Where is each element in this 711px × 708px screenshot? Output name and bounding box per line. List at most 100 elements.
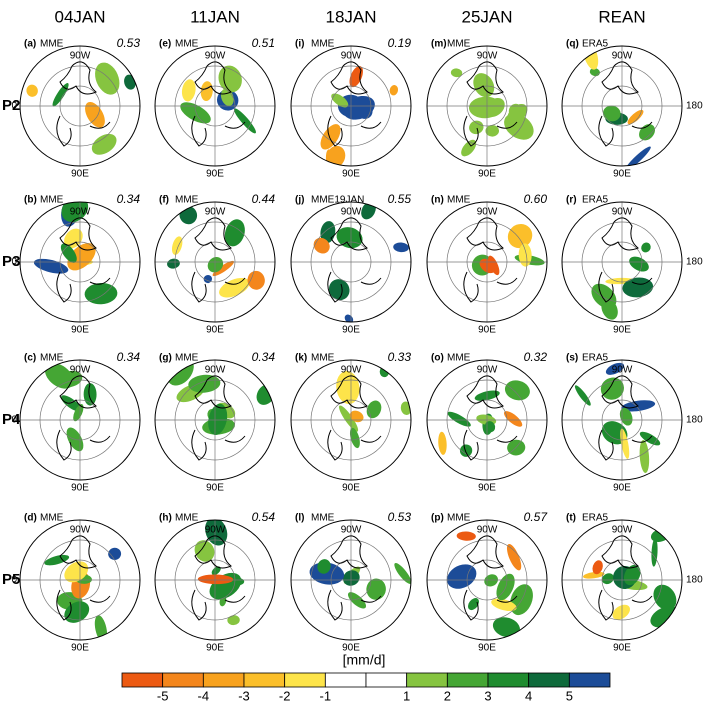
column-header: 25JAN	[461, 7, 512, 26]
shading	[211, 566, 221, 576]
panel-label: (i)	[295, 39, 304, 50]
coastline	[327, 375, 382, 461]
map-border	[561, 45, 683, 167]
shading	[600, 377, 624, 400]
shading	[167, 258, 180, 269]
shading	[256, 383, 275, 405]
shading	[188, 374, 221, 393]
shading	[205, 520, 228, 546]
map-label-top: 90W	[612, 525, 633, 536]
shading	[503, 411, 523, 427]
map-label-bottom: 90E	[478, 169, 496, 180]
map-panel: (e) MME 0.51 90W 90E	[154, 36, 276, 180]
shading	[181, 79, 196, 102]
panel-label: (c)	[24, 353, 36, 364]
map-border	[19, 359, 141, 481]
shading	[64, 228, 83, 249]
map-panel: (a) MME 0.53 90W 90E 0	[11, 36, 141, 180]
shading	[124, 74, 136, 90]
coastline	[463, 535, 518, 621]
panel-source: MME	[175, 513, 199, 524]
shading	[73, 404, 84, 422]
shading	[473, 73, 495, 98]
map-border	[426, 359, 548, 481]
map-label-bottom: 90E	[71, 325, 89, 336]
shading	[518, 243, 532, 267]
map-panel: (j) MME19JAN 0.55 90W 90E	[290, 192, 412, 336]
colorbar-tick-label: 3	[484, 688, 491, 703]
colorbar-box	[243, 672, 286, 688]
shading	[349, 427, 360, 449]
shading	[389, 85, 399, 96]
map-panel: (h) MME 0.54 90W 90E	[154, 510, 276, 654]
shading-group	[309, 559, 411, 609]
map-panel: (d) MME 90W 90E 0	[11, 513, 141, 654]
map-label-top: 90W	[70, 51, 91, 62]
shading	[629, 256, 649, 272]
map-label-bottom: 90E	[71, 483, 89, 494]
shading	[320, 124, 341, 150]
shading-group	[44, 547, 122, 640]
panel-score: 0.53	[117, 36, 141, 50]
shading	[336, 371, 360, 405]
shading	[328, 279, 350, 301]
shading	[641, 242, 651, 253]
shading	[44, 554, 70, 566]
panel-score: 0.32	[524, 350, 548, 364]
shading	[194, 540, 215, 562]
map-label-bottom: 90E	[206, 325, 224, 336]
shading	[468, 598, 479, 611]
map-label-top: 90W	[341, 207, 362, 218]
shading-group	[167, 206, 265, 298]
shading-group	[583, 528, 680, 628]
shading	[94, 615, 108, 640]
row-label: P2	[2, 97, 20, 114]
map-label-top: 90W	[477, 51, 498, 62]
shading	[485, 97, 505, 117]
colorbar-box	[446, 672, 489, 688]
panel-source: MME	[311, 353, 335, 364]
row-label: P3	[2, 253, 20, 270]
map-panel: (g) MME 0.34 90W 90E	[154, 350, 276, 494]
panel-label: (e)	[159, 39, 171, 50]
panel-label: (b)	[24, 195, 37, 206]
map-label-bottom: 90E	[71, 643, 89, 654]
map-label-top: 90W	[70, 525, 91, 536]
column-header: REAN	[598, 7, 645, 26]
panel-score: 0.44	[252, 192, 276, 206]
shading	[64, 601, 90, 623]
shading	[366, 578, 386, 600]
shading	[347, 592, 367, 609]
coastline	[56, 535, 111, 621]
map-border	[19, 45, 141, 167]
colorbar-tick-label: -2	[279, 688, 291, 703]
coastline	[191, 375, 246, 461]
panel-source: MME	[311, 39, 335, 50]
panel-label: (d)	[24, 513, 37, 524]
coastline	[56, 217, 111, 303]
colorbar-box	[487, 672, 530, 688]
shading	[603, 105, 621, 122]
colorbar-box	[324, 672, 367, 688]
map-label-bottom: 90E	[206, 643, 224, 654]
shading	[366, 400, 382, 419]
map-label-bottom: 90E	[613, 169, 631, 180]
map-border	[154, 45, 276, 167]
map-border	[154, 519, 276, 641]
panel-score: 0.33	[388, 350, 412, 364]
map-label-bottom: 90E	[478, 325, 496, 336]
shading	[52, 83, 69, 107]
colorbar-tick-label: -4	[198, 688, 210, 703]
shading	[91, 133, 117, 155]
map-border	[154, 359, 276, 481]
map-label-top: 90W	[341, 51, 362, 62]
colorbar-box	[365, 672, 408, 688]
map-border	[290, 359, 412, 481]
panel-source: MME	[40, 513, 64, 524]
shading	[651, 538, 658, 567]
shading-group	[26, 62, 136, 155]
map-label-bottom: 90E	[342, 169, 360, 180]
colorbar-box	[568, 672, 611, 688]
